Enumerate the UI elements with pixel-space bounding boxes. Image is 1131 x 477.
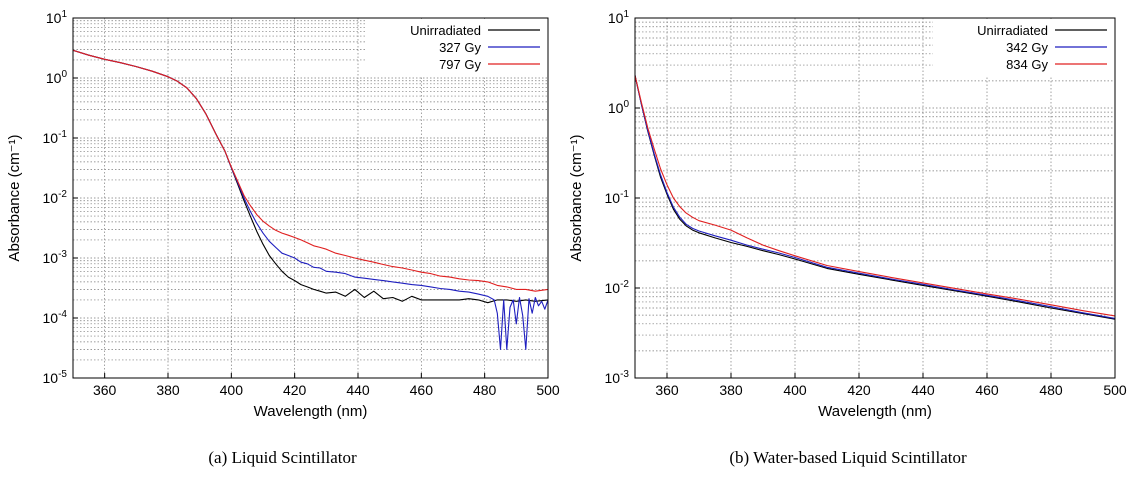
y-tick-label: 10-3 [43, 249, 68, 266]
y-tick-label: 10-1 [605, 189, 630, 206]
series-line-1 [73, 49, 548, 304]
legend-entry: 327 Gy [439, 40, 481, 55]
y-tick-label: 10-1 [43, 129, 68, 146]
series-line-3 [73, 49, 548, 292]
x-tick-label: 480 [473, 382, 497, 398]
y-tick-label: 10-5 [43, 369, 68, 386]
y-tick-label: 10-3 [605, 369, 630, 386]
x-tick-label: 500 [1103, 382, 1127, 398]
series-line-2 [635, 75, 1115, 319]
y-tick-label: 101 [608, 9, 630, 26]
x-tick-label: 500 [536, 382, 560, 398]
series-line-1 [635, 75, 1115, 320]
x-tick-label: 380 [156, 382, 180, 398]
x-tick-label: 420 [283, 382, 307, 398]
y-axis-label: Absorbance (cm⁻¹) [568, 134, 585, 261]
legend-entry: 834 Gy [1006, 57, 1048, 72]
chart-panel-b: 360 380 400 420 440 460 480 500 10-3 10-2 10-1 100 1… [565, 0, 1131, 477]
y-tick-label: 100 [46, 69, 68, 86]
x-tick-label: 360 [93, 382, 117, 398]
y-tick-label: 100 [608, 99, 630, 116]
chart-panel-a: 360 380 400 420 440 460 480 500 10-5 10-4 10-3 10-2… [0, 0, 565, 477]
x-tick-label: 400 [783, 382, 807, 398]
legend-entry: 797 Gy [439, 57, 481, 72]
plot-area [73, 49, 548, 350]
x-axis-label: Wavelength (nm) [818, 403, 932, 420]
legend-box [366, 19, 547, 77]
legend-box [933, 19, 1114, 77]
caption-a: (a) Liquid Scintillator [208, 448, 357, 467]
y-tick-label: 10-2 [43, 189, 68, 206]
x-tick-label: 460 [410, 382, 434, 398]
legend-entry: Unirradiated [977, 23, 1048, 38]
legend-entry: 342 Gy [1006, 40, 1048, 55]
plot-area [635, 75, 1115, 320]
y-tick-label: 10-2 [605, 279, 630, 296]
chart-b-svg: 360 380 400 420 440 460 480 500 10-3 10-2 10-1 100 1… [568, 9, 1127, 420]
x-tick-label: 480 [1039, 382, 1063, 398]
chart-a-svg: 360 380 400 420 440 460 480 500 10-5 10-4 10-3 10-2… [6, 9, 560, 420]
x-tick-label: 420 [847, 382, 871, 398]
x-tick-label: 380 [719, 382, 743, 398]
x-tick-label: 460 [975, 382, 999, 398]
x-tick-label: 400 [220, 382, 244, 398]
legend: Unirradiated 327 Gy 797 Gy [366, 19, 547, 77]
x-tick-label: 440 [911, 382, 935, 398]
y-tick-label: 101 [46, 9, 68, 26]
x-axis-label: Wavelength (nm) [254, 403, 368, 420]
series-line-3 [635, 75, 1115, 317]
y-tick-label: 10-4 [43, 309, 68, 326]
legend: Unirradiated 342 Gy 834 Gy [933, 19, 1114, 77]
x-tick-label: 360 [655, 382, 679, 398]
x-tick-label: 440 [346, 382, 370, 398]
y-axis-label: Absorbance (cm⁻¹) [6, 134, 23, 261]
series-line-2 [73, 49, 548, 350]
caption-b: (b) Water-based Liquid Scintillator [729, 448, 967, 467]
legend-entry: Unirradiated [410, 23, 481, 38]
